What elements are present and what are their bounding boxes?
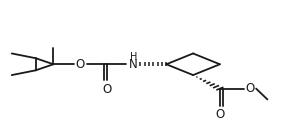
Text: O: O (215, 108, 224, 121)
Text: H: H (130, 52, 137, 62)
Text: O: O (76, 58, 85, 71)
Text: O: O (245, 82, 254, 95)
Text: O: O (102, 83, 112, 96)
Text: N: N (129, 58, 138, 71)
